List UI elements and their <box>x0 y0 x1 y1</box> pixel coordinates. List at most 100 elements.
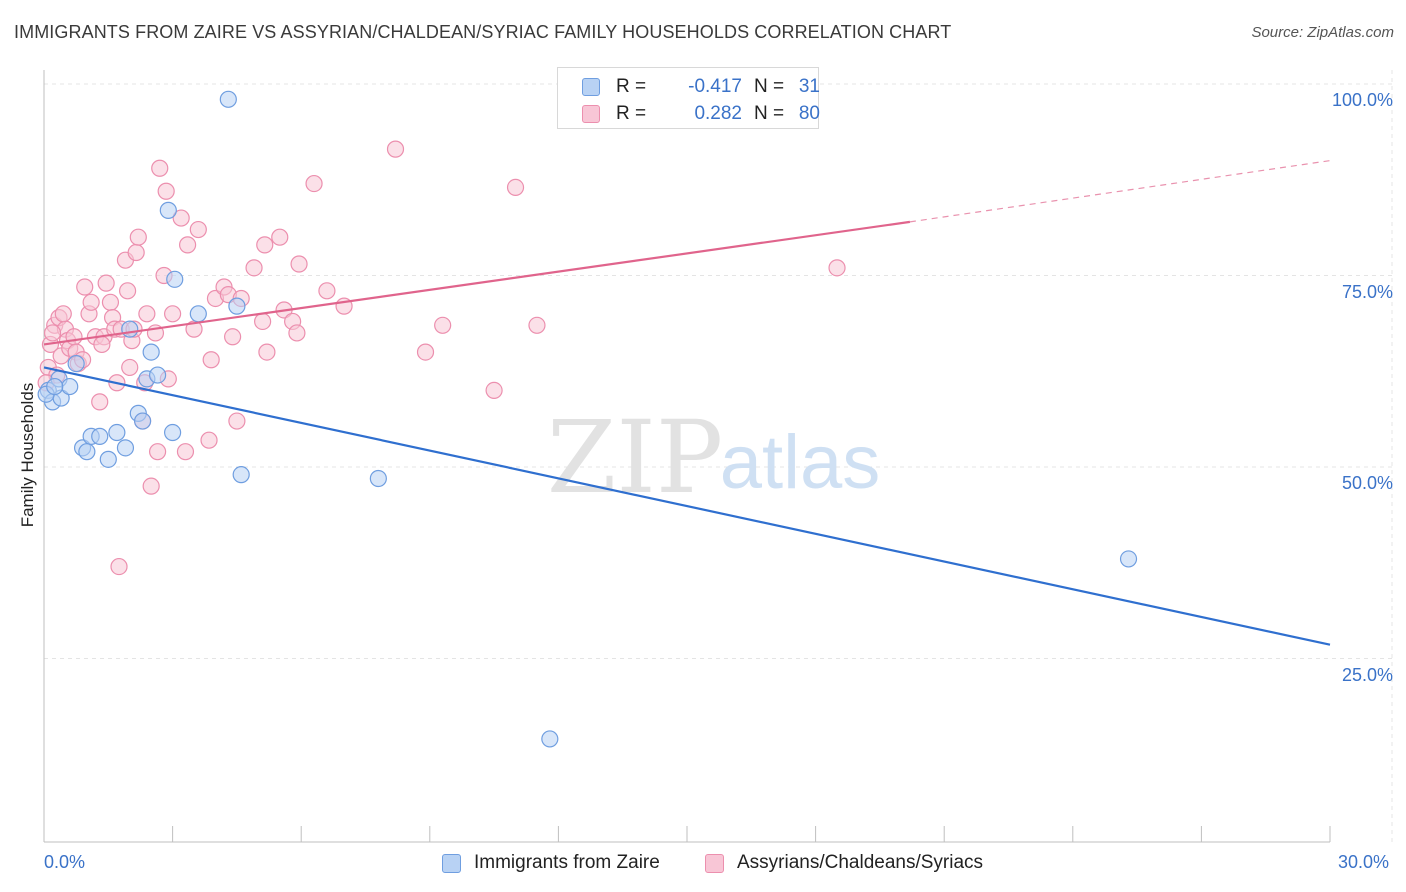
point-assyrian <box>43 324 62 342</box>
point-assyrian <box>101 293 120 311</box>
point-assyrian <box>148 443 167 461</box>
point-assyrian <box>386 140 405 158</box>
point-assyrian <box>129 228 147 246</box>
point-assyrian <box>485 381 503 399</box>
axes <box>43 70 1331 843</box>
point-zaire <box>91 427 109 445</box>
point-assyrian <box>142 477 160 495</box>
point-zaire <box>121 320 139 338</box>
trend-line-zaire <box>43 366 1331 646</box>
point-assyrian <box>54 305 72 323</box>
legend-r-value: -0.417 <box>688 76 742 97</box>
y-tick-label: 50.0% <box>1341 473 1393 493</box>
point-zaire <box>61 377 79 396</box>
point-zaire <box>189 305 207 323</box>
point-assyrian <box>506 178 525 197</box>
point-assyrian <box>97 274 115 292</box>
point-zaire <box>67 354 85 373</box>
point-assyrian <box>76 278 94 296</box>
point-assyrian <box>179 236 197 254</box>
point-assyrian <box>172 209 190 227</box>
y-axis-label: Family Households <box>18 382 37 528</box>
legend-n-value: 31 <box>798 76 820 97</box>
point-assyrian <box>176 443 195 461</box>
point-assyrian <box>288 324 306 342</box>
y-tick-label: 75.0% <box>1341 281 1393 302</box>
point-assyrian <box>224 328 242 346</box>
trend-line-assyrian-extension <box>909 160 1331 223</box>
watermark-atlas: atlas <box>720 420 881 505</box>
series-blue-points <box>37 90 1138 748</box>
point-assyrian <box>65 328 83 346</box>
source-label: Source: ZipAtlas.com <box>1251 24 1394 41</box>
point-zaire <box>46 377 64 396</box>
point-assyrian <box>121 358 139 377</box>
point-assyrian <box>138 305 156 323</box>
trend-line-assyrian <box>43 220 911 346</box>
watermark: ZIP atlas <box>547 399 880 516</box>
legend-swatch-blue <box>582 78 600 96</box>
legend-swatch-pink <box>705 854 724 873</box>
watermark-zip: ZIP <box>547 399 723 516</box>
point-zaire <box>164 423 182 442</box>
point-assyrian <box>245 259 263 277</box>
point-assyrian <box>228 412 246 430</box>
point-assyrian <box>828 259 846 277</box>
trend-lines <box>43 160 1331 646</box>
point-zaire <box>78 443 96 461</box>
point-zaire <box>541 730 559 748</box>
stats-legend: R = -0.417 N = 31 R = 0.282 N = 80 <box>557 67 820 129</box>
point-assyrian <box>434 316 452 334</box>
point-assyrian <box>416 343 435 361</box>
point-assyrian <box>82 293 100 311</box>
point-assyrian <box>189 220 207 239</box>
point-assyrian <box>290 255 308 273</box>
point-zaire <box>228 297 246 315</box>
point-zaire <box>219 90 237 108</box>
point-zaire <box>99 450 117 468</box>
legend-n-value: 80 <box>798 103 820 124</box>
point-assyrian <box>127 243 145 262</box>
y-tick-label: 100.0% <box>1331 90 1393 110</box>
point-assyrian <box>254 312 272 331</box>
point-assyrian <box>271 228 289 246</box>
point-assyrian <box>164 305 182 323</box>
point-assyrian <box>157 182 175 200</box>
legend-swatch-blue <box>442 854 461 873</box>
point-zaire <box>166 270 184 288</box>
bottom-legend-label: Assyrians/Chaldeans/Syriacs <box>737 852 984 873</box>
point-zaire <box>142 343 160 361</box>
series-pink-points <box>37 140 846 576</box>
point-assyrian <box>256 236 274 254</box>
point-assyrian <box>93 335 111 354</box>
legend-r-label: R = <box>616 103 647 124</box>
x-tick-label-max: 30.0% <box>1338 852 1390 872</box>
point-assyrian <box>151 159 169 177</box>
point-assyrian <box>202 351 220 369</box>
bottom-legend-label: Immigrants from Zaire <box>474 852 660 873</box>
point-zaire <box>1119 550 1138 568</box>
point-assyrian <box>318 282 336 300</box>
point-zaire <box>232 466 250 484</box>
legend-swatch-pink <box>582 105 600 123</box>
point-assyrian <box>258 343 276 361</box>
point-assyrian <box>91 393 109 411</box>
legend-r-label: R = <box>616 76 647 97</box>
point-zaire <box>108 423 126 442</box>
legend-n-label: N = <box>754 76 785 97</box>
point-zaire <box>133 412 152 430</box>
legend-n-label: N = <box>754 103 785 124</box>
point-assyrian <box>305 174 323 193</box>
legend-r-value: 0.282 <box>694 103 742 124</box>
point-zaire <box>159 201 177 219</box>
point-zaire <box>369 469 387 488</box>
point-zaire <box>116 439 135 457</box>
point-assyrian <box>110 557 128 576</box>
chart-title: IMMIGRANTS FROM ZAIRE VS ASSYRIAN/CHALDE… <box>14 22 952 42</box>
point-assyrian <box>200 431 218 449</box>
point-assyrian <box>528 316 546 334</box>
point-zaire <box>148 366 167 384</box>
y-tick-label: 25.0% <box>1341 664 1393 685</box>
point-assyrian <box>118 282 137 300</box>
